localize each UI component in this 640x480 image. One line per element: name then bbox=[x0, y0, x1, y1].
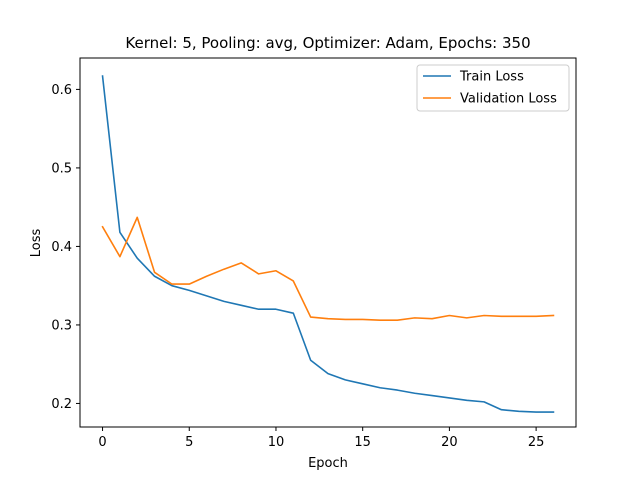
y-tick-label: 0.3 bbox=[51, 318, 72, 333]
plot-area bbox=[101, 75, 555, 413]
axis-ticks: 0 5 10 15 20 25 0.2 0.3 0.4 0.5 0.6 bbox=[51, 83, 544, 450]
chart-title: Kernel: 5, Pooling: avg, Optimizer: Adam… bbox=[125, 34, 530, 52]
x-tick-label: 0 bbox=[98, 435, 106, 450]
x-axis-label: Epoch bbox=[308, 456, 348, 471]
y-tick-label: 0.6 bbox=[51, 83, 72, 98]
x-tick-label: 20 bbox=[441, 435, 458, 450]
x-tick-label: 5 bbox=[185, 435, 193, 450]
legend-box bbox=[416, 64, 570, 112]
plot-frame bbox=[79, 57, 577, 428]
legend-label-0: Train Loss bbox=[459, 70, 524, 85]
y-tick-label: 0.2 bbox=[51, 397, 72, 412]
legend-label-1: Validation Loss bbox=[460, 92, 557, 107]
legend: Train Loss Validation Loss bbox=[416, 64, 570, 112]
y-axis-label: Loss bbox=[29, 229, 44, 258]
x-tick-label: 10 bbox=[268, 435, 285, 450]
y-tick-label: 0.4 bbox=[51, 240, 72, 255]
series-line-0 bbox=[101, 75, 555, 413]
x-tick-label: 25 bbox=[528, 435, 545, 450]
y-tick-label: 0.5 bbox=[51, 161, 72, 176]
x-tick-label: 15 bbox=[354, 435, 371, 450]
series-line-1 bbox=[101, 216, 555, 322]
